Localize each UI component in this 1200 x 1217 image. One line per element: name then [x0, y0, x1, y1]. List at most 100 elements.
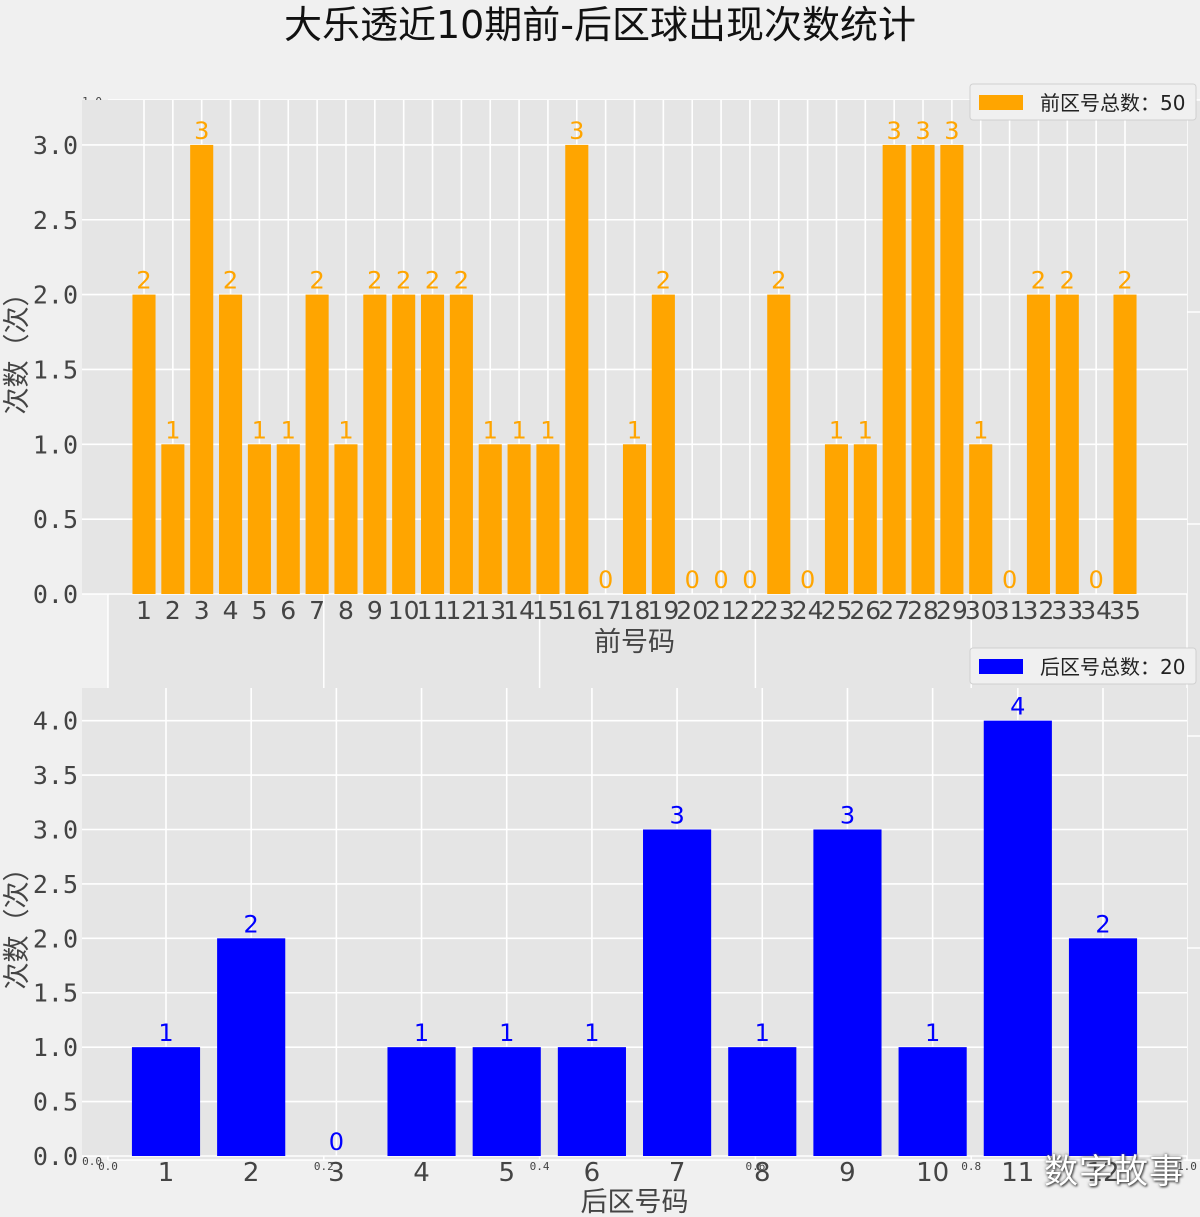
- y-tick-label: 0.5: [33, 1088, 78, 1117]
- x-tick-label: 29: [936, 596, 968, 625]
- y-tick-label: 1.0: [33, 1033, 78, 1062]
- y-tick-label: 2.0: [33, 924, 78, 953]
- data-label: 1: [858, 416, 873, 444]
- data-label: 0: [598, 566, 613, 594]
- data-label: 1: [165, 416, 180, 444]
- data-label: 2: [244, 910, 259, 938]
- legend-label: 前区号总数：50: [1040, 91, 1185, 115]
- bar-4: [219, 294, 243, 594]
- x-tick-label: 14: [503, 596, 535, 625]
- data-label: 1: [973, 416, 988, 444]
- data-label: 3: [944, 117, 959, 145]
- y-tick-label: 2.5: [33, 870, 78, 899]
- bar-6: [557, 1047, 626, 1156]
- background-x-tick-label: 0.2: [314, 1160, 334, 1173]
- x-tick-label: 11: [1001, 1158, 1034, 1188]
- data-label: 1: [281, 416, 296, 444]
- data-label: 1: [627, 416, 642, 444]
- legend-box: [969, 647, 1197, 685]
- y-tick-label: 4.0: [33, 707, 78, 736]
- data-label: 2: [309, 267, 324, 295]
- y-tick-label: 1.5: [33, 355, 78, 384]
- background-y-tick-label: 0.0: [82, 1155, 102, 1168]
- data-label: 1: [755, 1019, 770, 1047]
- x-tick-label: 3: [194, 596, 210, 625]
- y-tick-label: 0.0: [33, 580, 78, 609]
- bar-27: [882, 144, 906, 594]
- background-x-tick-label: 0.6: [745, 1160, 765, 1173]
- bar-7: [305, 294, 329, 594]
- legend-box: [969, 83, 1197, 121]
- x-tick-label: 28: [907, 596, 939, 625]
- bar-18: [622, 444, 647, 594]
- x-tick-label: 6: [280, 596, 296, 625]
- x-tick-label: 1: [136, 596, 152, 625]
- bar-13: [478, 444, 502, 594]
- x-tick-label: 30: [965, 596, 997, 625]
- background-x-tick-label: 0.4: [530, 1160, 550, 1173]
- x-tick-label: 10: [388, 596, 420, 625]
- legend-label: 后区号总数：20: [1040, 655, 1185, 679]
- x-tick-label: 34: [1080, 596, 1112, 625]
- data-label: 1: [252, 416, 267, 444]
- data-label: 3: [194, 117, 209, 145]
- bar-9: [813, 829, 882, 1156]
- bar-1: [132, 294, 156, 594]
- x-tick-label: 11: [417, 596, 449, 625]
- legend-swatch: [979, 95, 1023, 110]
- legend-swatch: [979, 659, 1023, 674]
- x-tick-label: 2: [165, 596, 181, 625]
- y-tick-label: 2.5: [33, 206, 78, 235]
- bar-7: [643, 829, 712, 1156]
- bar-14: [507, 444, 531, 594]
- y-tick-label: 3.0: [33, 815, 78, 844]
- bar-2: [217, 938, 286, 1156]
- bar-12: [1068, 938, 1138, 1156]
- legend: 前区号总数：50: [969, 83, 1197, 121]
- x-tick-label: 1: [158, 1158, 175, 1188]
- x-tick-label: 23: [763, 596, 795, 625]
- x-tick-label: 9: [839, 1158, 856, 1188]
- data-label: 1: [511, 416, 526, 444]
- x-tick-label: 5: [251, 596, 267, 625]
- x-tick-label: 32: [1023, 596, 1055, 625]
- x-tick-label: 8: [754, 1158, 771, 1188]
- x-tick-label: 19: [647, 596, 679, 625]
- y-tick-label: 3.5: [33, 761, 78, 790]
- bar-4: [387, 1047, 456, 1156]
- bar-25: [824, 444, 849, 594]
- x-tick-label: 22: [734, 596, 766, 625]
- x-tick-label: 26: [849, 596, 881, 625]
- bar-3: [190, 144, 214, 594]
- bar-8: [728, 1047, 797, 1156]
- x-tick-label: 2: [243, 1158, 260, 1188]
- x-tick-label: 17: [590, 596, 622, 625]
- x-tick-label: 35: [1109, 596, 1141, 625]
- bar-29: [940, 144, 964, 594]
- chart-title: 大乐透近10期前-后区球出现次数统计: [283, 3, 917, 47]
- data-label: 0: [742, 566, 757, 594]
- x-tick-label: 3: [328, 1158, 345, 1188]
- background-x-tick-label: 1.0: [1177, 1160, 1197, 1173]
- bar-10: [392, 294, 416, 594]
- bar-5: [247, 444, 271, 594]
- data-label: 2: [771, 267, 786, 295]
- x-tick-label: 16: [561, 596, 593, 625]
- data-label: 3: [569, 117, 584, 145]
- bar-5: [472, 1047, 541, 1156]
- y-tick-label: 2.0: [33, 281, 78, 310]
- x-tick-label: 13: [474, 596, 506, 625]
- x-tick-label: 27: [878, 596, 910, 625]
- data-label: 2: [1060, 267, 1075, 295]
- y-axis-label: 次数（次）: [2, 855, 33, 990]
- y-tick-label: 0.0: [33, 1142, 78, 1171]
- data-label: 1: [925, 1019, 940, 1047]
- y-tick-label: 1.5: [33, 979, 78, 1008]
- bar-16: [565, 144, 589, 594]
- bar-23: [767, 294, 791, 594]
- bar-11: [983, 720, 1052, 1156]
- bar-33: [1055, 294, 1079, 594]
- bar-28: [911, 144, 935, 594]
